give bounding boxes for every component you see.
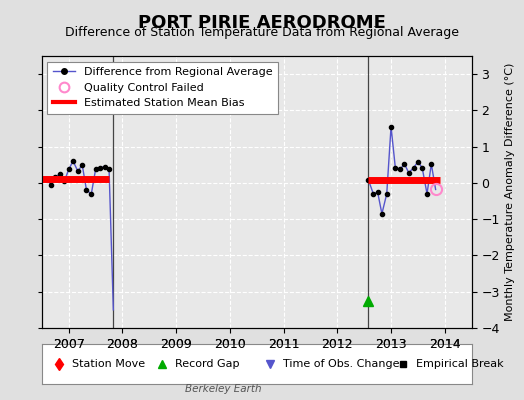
- Text: Empirical Break: Empirical Break: [416, 359, 504, 369]
- Text: 2007: 2007: [53, 338, 85, 351]
- Text: 2014: 2014: [429, 338, 461, 351]
- Text: Difference of Station Temperature Data from Regional Average: Difference of Station Temperature Data f…: [65, 26, 459, 39]
- Text: 2010: 2010: [214, 338, 246, 351]
- Text: 2009: 2009: [160, 338, 192, 351]
- Text: Time of Obs. Change: Time of Obs. Change: [282, 359, 399, 369]
- Text: 2008: 2008: [106, 338, 138, 351]
- Text: Station Move: Station Move: [72, 359, 145, 369]
- Text: 2011: 2011: [268, 338, 299, 351]
- Legend: Difference from Regional Average, Quality Control Failed, Estimated Station Mean: Difference from Regional Average, Qualit…: [48, 62, 278, 114]
- Text: 2013: 2013: [375, 338, 407, 351]
- Y-axis label: Monthly Temperature Anomaly Difference (°C): Monthly Temperature Anomaly Difference (…: [505, 63, 515, 321]
- Text: Record Gap: Record Gap: [175, 359, 239, 369]
- Text: Berkeley Earth: Berkeley Earth: [185, 384, 262, 394]
- Text: PORT PIRIE AERODROME: PORT PIRIE AERODROME: [138, 14, 386, 32]
- Text: 2012: 2012: [322, 338, 353, 351]
